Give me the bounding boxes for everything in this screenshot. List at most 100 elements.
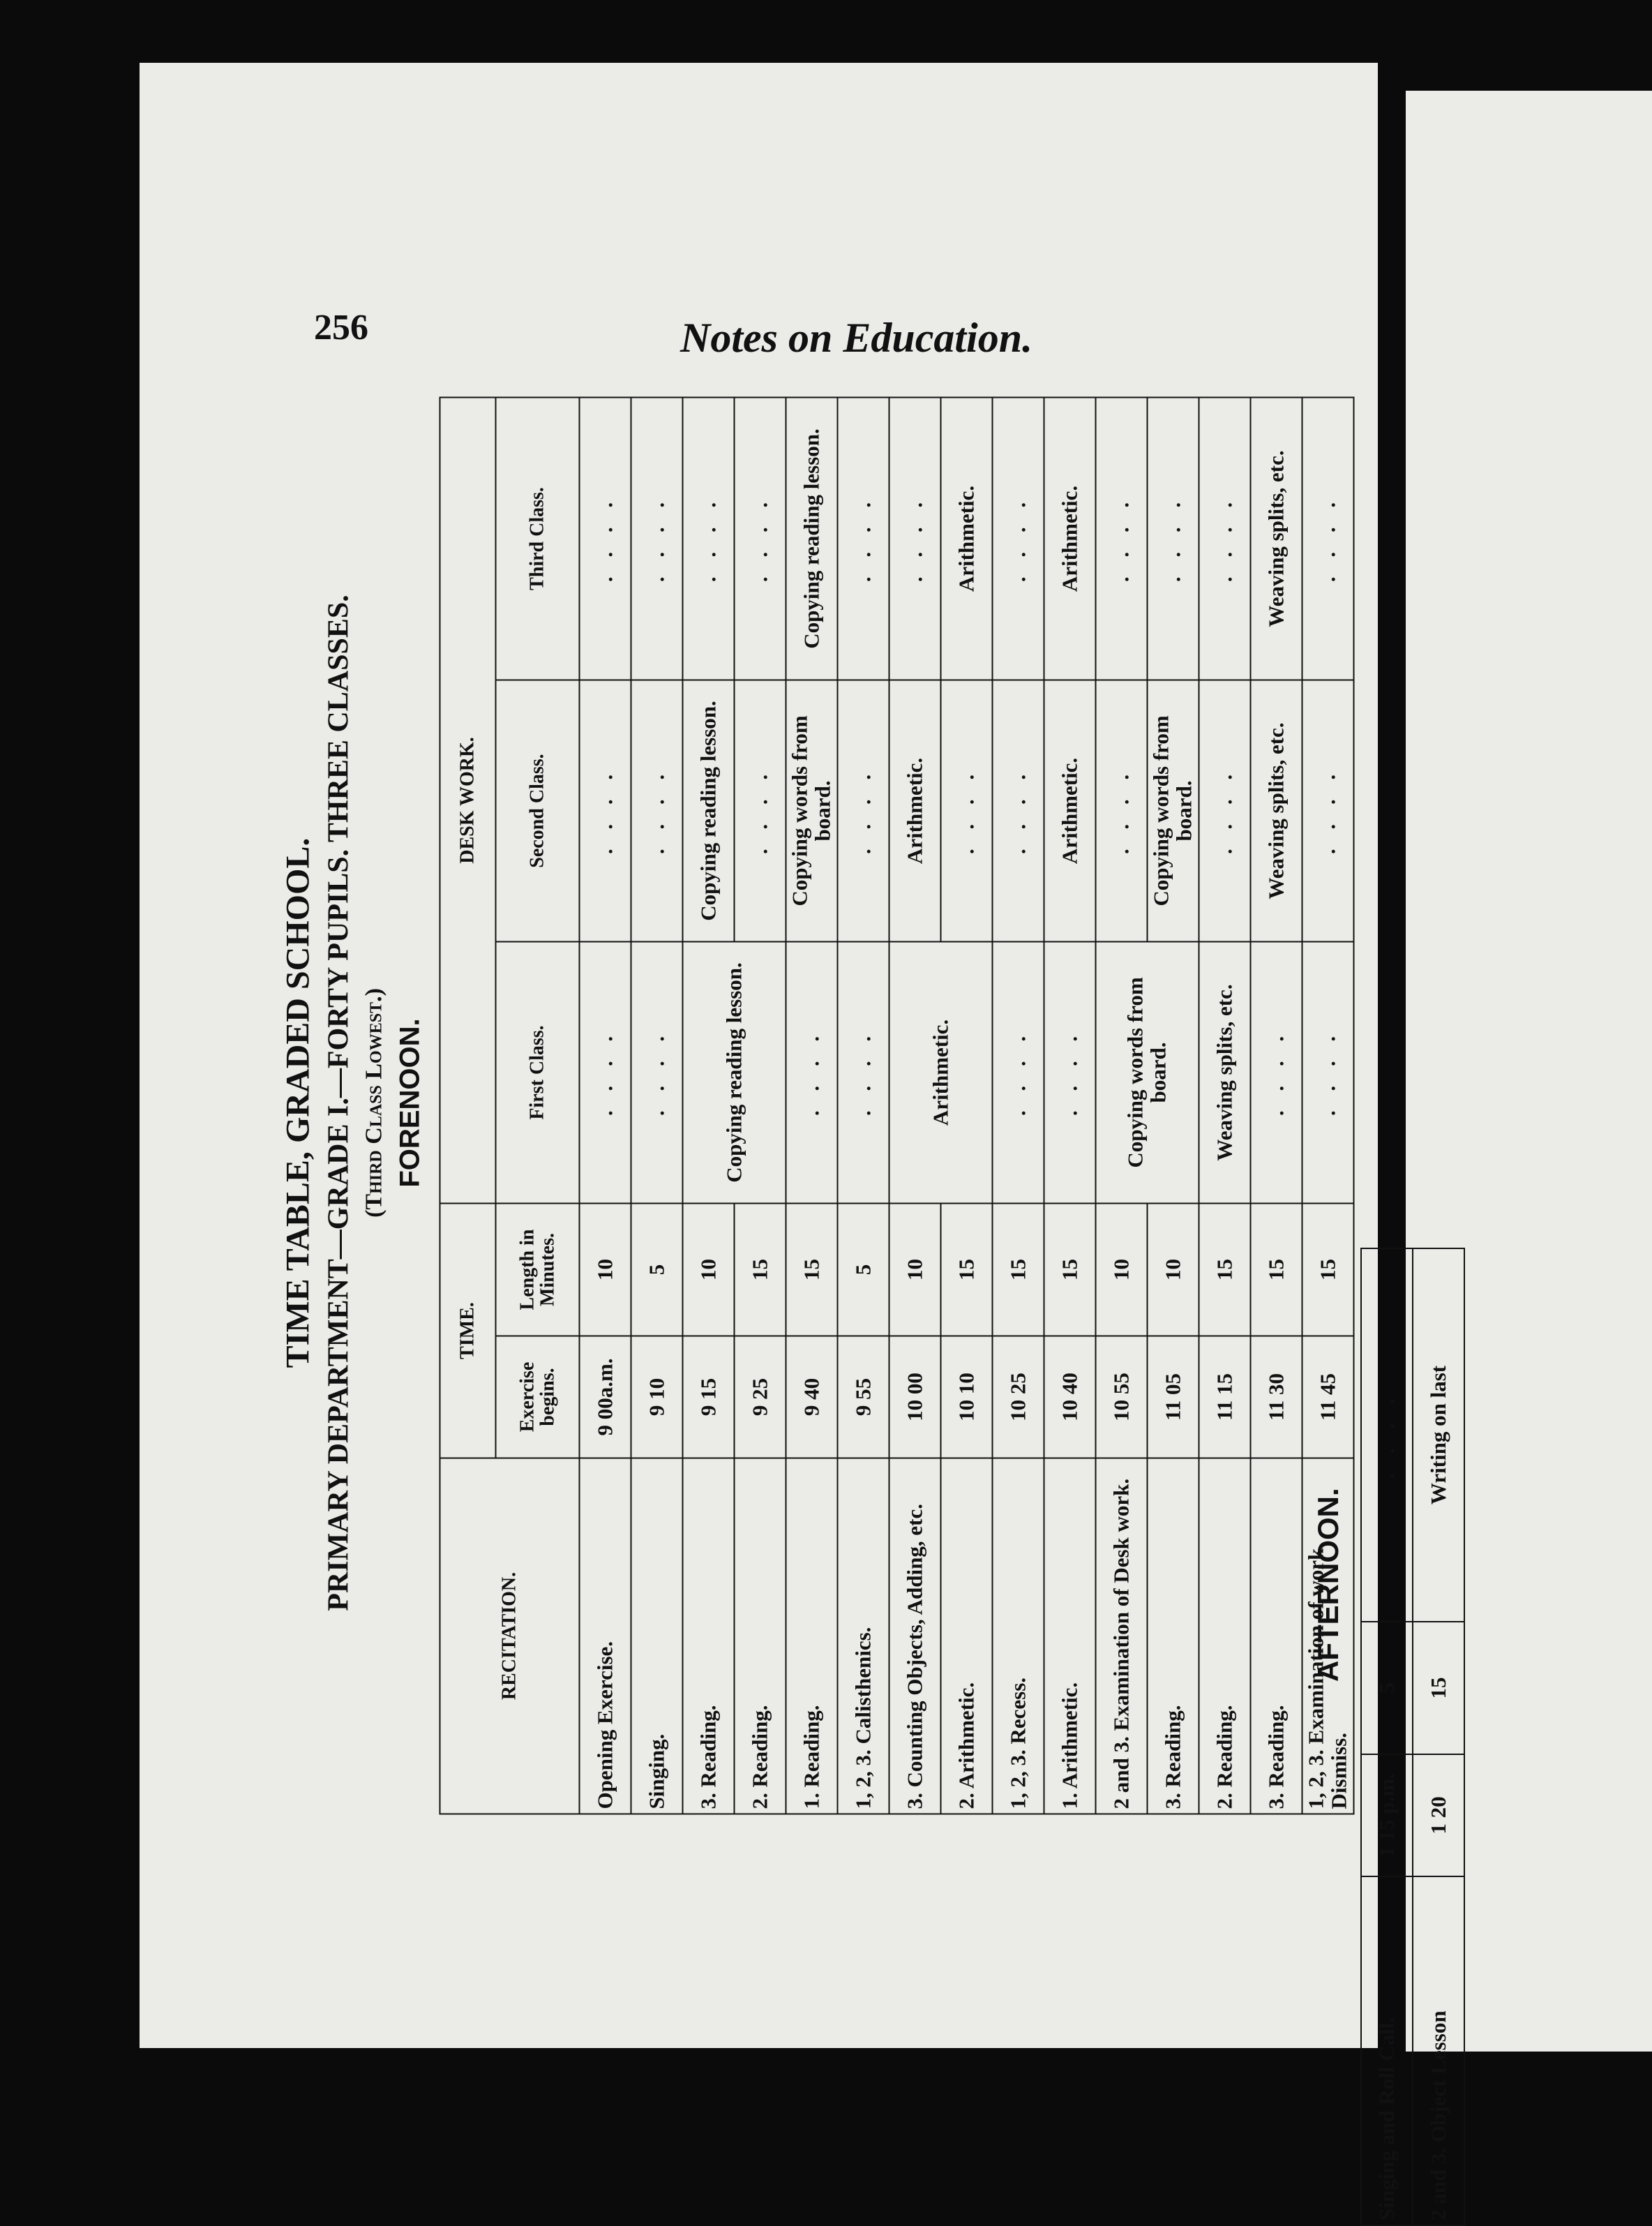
- header-cell: Third Class.: [495, 397, 580, 680]
- cell: 10: [1147, 1203, 1199, 1336]
- cell: 3. Reading.: [682, 1458, 735, 1814]
- rotated-content: TIME TABLE, GRADED SCHOOL. PRIMARY DEPAR…: [279, 391, 1371, 1815]
- cell: Singing and Roll Call.: [1361, 1876, 1413, 2225]
- cell: Copying reading lesson.: [786, 397, 838, 680]
- cell: . . . .: [682, 397, 735, 680]
- cell: Copying words from board.: [1095, 941, 1199, 1204]
- afternoon-section: AFTERNOON. Singing and Roll Call. 1 15 p.…: [1312, 1179, 1652, 2226]
- table-row: 3. Reading. 9 15 10 Copying reading lesson.…: [682, 397, 786, 1814]
- cell: 1. Arithmetic.: [1044, 1458, 1096, 1814]
- cell: . . . .: [1147, 397, 1199, 680]
- cell: . . . .: [992, 397, 1044, 680]
- cell: . . . .: [940, 680, 993, 942]
- header-row: RECITATION. TIME. DESK WORK.: [440, 397, 580, 1814]
- cell: . . . .: [1199, 680, 1251, 942]
- header-cell: Exercise begins.: [495, 1336, 580, 1458]
- cell: 15: [1199, 1203, 1251, 1336]
- cell: 15: [1250, 1203, 1302, 1336]
- section-title: AFTERNOON.: [1312, 1488, 1344, 1682]
- cell: 9 55: [837, 1336, 889, 1458]
- cell: 10: [579, 1203, 631, 1336]
- cell: . . . .: [837, 397, 889, 680]
- cell: 15: [734, 1203, 786, 1336]
- cell: . . . .: [1044, 941, 1096, 1204]
- header-cell: Length in Minutes.: [495, 1203, 580, 1336]
- header-cell: TIME.: [440, 1203, 496, 1458]
- cell: Arithmetic.: [889, 680, 941, 942]
- cell: 10: [889, 1203, 941, 1336]
- cell: 5: [1361, 1622, 1413, 1754]
- cell: . . . .: [889, 397, 941, 680]
- header-cell: RECITATION.: [440, 1458, 580, 1814]
- cell: . . . .: [837, 941, 889, 1204]
- cell: 1. Reading.: [786, 1458, 838, 1814]
- cell: Arithmetic.: [889, 941, 993, 1204]
- cell: . . . .: [579, 941, 631, 1204]
- cell: 15: [786, 1203, 838, 1336]
- cell: . . . .: [734, 397, 786, 680]
- cell: 2. Arithmetic.: [940, 1458, 993, 1814]
- afternoon-table: Singing and Roll Call. 1 15 p.m. 5. . . .2…: [1360, 1248, 1465, 2226]
- cell: Arithmetic.: [1044, 397, 1096, 680]
- cell: . . . .: [786, 941, 838, 1204]
- cell: 11 05: [1147, 1336, 1199, 1458]
- table-row: 2. Reading. 11 15 15 Weaving splits, etc.. …: [1199, 397, 1251, 1814]
- cell: 11 15: [1199, 1336, 1251, 1458]
- cell: 11 30: [1250, 1336, 1302, 1458]
- cell: 10 55: [1095, 1336, 1148, 1458]
- header-cell: DESK WORK.: [440, 397, 496, 1204]
- cell: . . . .: [1095, 397, 1148, 680]
- running-title: Notes on Education.: [680, 315, 1033, 361]
- cell: Copying reading lesson.: [682, 680, 735, 942]
- cell: 5: [837, 1203, 889, 1336]
- cell: . . . .: [1361, 1248, 1413, 1622]
- cell: 10: [682, 1203, 735, 1336]
- page-number: 256: [314, 308, 368, 348]
- cell: 1 15 p.m.: [1361, 1754, 1413, 1876]
- header-cell: First Class.: [495, 941, 580, 1204]
- cell: 9 00a.m.: [579, 1336, 631, 1458]
- cell: 1, 2, 3. Calisthenics.: [837, 1458, 889, 1814]
- cell: 10 25: [992, 1336, 1044, 1458]
- cell: Writing on last: [1413, 1248, 1464, 1622]
- cell: . . . .: [1302, 680, 1354, 942]
- cell: 10 40: [1044, 1336, 1096, 1458]
- cell: . . . .: [1199, 397, 1251, 680]
- cell: Weaving splits, etc.: [1250, 397, 1302, 680]
- cell: 9 15: [682, 1336, 735, 1458]
- title-line: TIME TABLE, GRADED SCHOOL.: [279, 837, 317, 1368]
- cell: 9 10: [631, 1336, 683, 1458]
- cell: 1 20: [1413, 1754, 1464, 1876]
- left-page: [140, 63, 1378, 2048]
- cell: 10 10: [940, 1336, 993, 1458]
- cell: 2. Reading.: [1199, 1458, 1251, 1814]
- cell: 2. Reading.: [734, 1458, 786, 1814]
- table-row: 2 and 3. Object Lesson 1 20 15 Writing on l…: [1413, 1248, 1464, 2225]
- cell: Weaving splits, etc.: [1250, 680, 1302, 942]
- cell: . . . .: [1302, 397, 1354, 680]
- section-title: FORENOON.: [394, 1018, 426, 1188]
- cell: 2 and 3. Examination of Desk work.: [1095, 1458, 1148, 1814]
- cell: 15: [992, 1203, 1044, 1336]
- cell: Singing.: [631, 1458, 683, 1814]
- table-row: 1, 2, 3. Calisthenics. 9 55 5. . . .. . . …: [837, 397, 889, 1814]
- table-row: 1. Reading. 9 40 15. . . . Copying words fr…: [786, 397, 838, 1814]
- table-row: 3. Counting Objects, Adding, etc. 10 00 10…: [889, 397, 993, 1814]
- cell: . . . .: [734, 680, 786, 942]
- cell: Opening Exercise.: [579, 1458, 631, 1814]
- cell: . . . .: [631, 680, 683, 942]
- cell: . . . .: [1302, 941, 1354, 1204]
- cell: 15: [940, 1203, 993, 1336]
- title-line: PRIMARY DEPARTMENT—GRADE I.—FORTY PUPILS…: [322, 595, 355, 1611]
- cell: Arithmetic.: [940, 397, 993, 680]
- cell: Copying words from board.: [786, 680, 838, 942]
- timetable: RECITATION. TIME. DESK WORK. Exercise begin…: [440, 396, 1355, 1814]
- cell: 5: [631, 1203, 683, 1336]
- cell: Arithmetic.: [1044, 680, 1096, 942]
- cell: . . . .: [992, 680, 1044, 942]
- header-cell: Second Class.: [495, 680, 580, 942]
- table-row: 2 and 3. Examination of Desk work. 10 55 1…: [1095, 397, 1199, 1814]
- cell: . . . .: [579, 680, 631, 942]
- table-row: Singing. 9 10 5. . . .. . . .. . . .: [631, 397, 683, 1814]
